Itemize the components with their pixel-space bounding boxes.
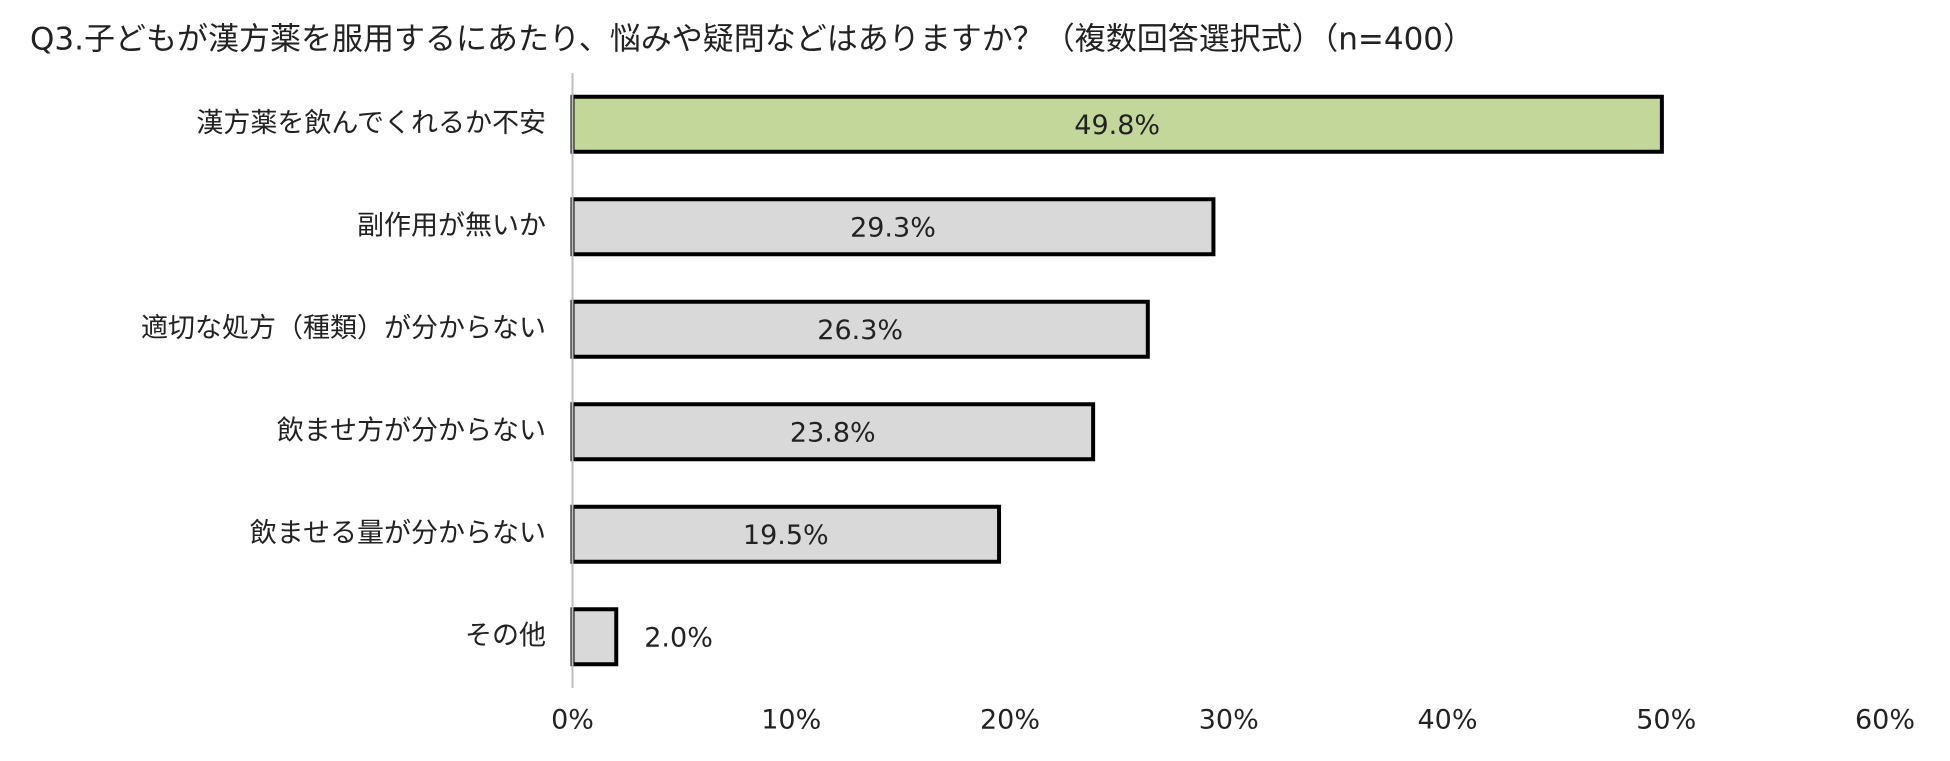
value-label: 29.3% [850, 212, 936, 243]
bar [570, 607, 619, 667]
x-tick-label: 40% [1417, 705, 1477, 736]
x-tick-label: 50% [1636, 705, 1696, 736]
category-label: その他 [465, 620, 546, 651]
x-tick-label: 60% [1855, 705, 1915, 736]
value-label: 26.3% [817, 315, 903, 346]
x-tick-label: 0% [551, 705, 594, 736]
category-label: 飲ませる量が分からない [250, 518, 546, 549]
value-label: 19.5% [743, 520, 829, 551]
chart-title: Q3.子どもが漢方薬を服用するにあたり、悩みや疑問などはありますか？（複数回答選… [30, 22, 1474, 58]
x-tick-label: 30% [1199, 705, 1259, 736]
category-label: 飲ませ方が分からない [277, 415, 546, 446]
value-label: 49.8% [1074, 110, 1160, 141]
bar [570, 197, 1216, 257]
category-label: 漢方薬を飲んでくれるか不安 [196, 108, 546, 139]
x-tick-label: 20% [980, 705, 1040, 736]
x-tick-label: 10% [761, 705, 821, 736]
bar [570, 299, 1150, 359]
bar [570, 504, 1002, 564]
category-label: 適切な処方（種類）が分からない [141, 313, 546, 344]
value-label: 23.8% [790, 417, 876, 448]
category-label: 副作用が無いか [357, 210, 546, 241]
bar [570, 402, 1096, 462]
value-label: 2.0% [644, 622, 713, 653]
